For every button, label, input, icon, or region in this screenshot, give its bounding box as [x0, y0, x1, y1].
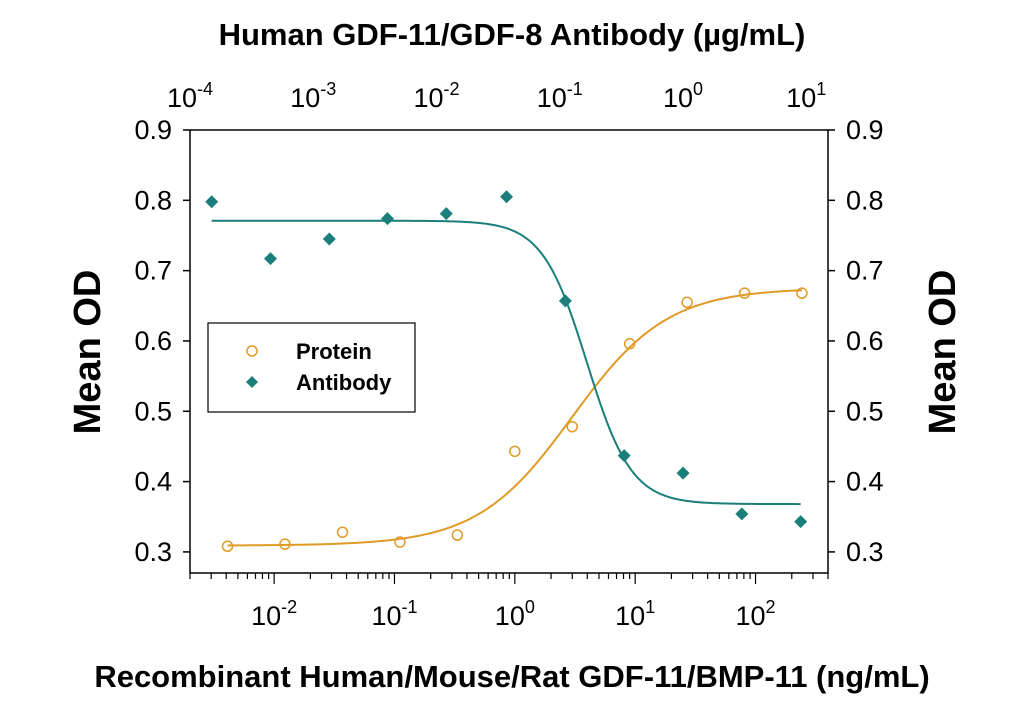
x-tick-base: 10	[251, 601, 281, 631]
protein-point	[681, 296, 693, 309]
y-axis-label-left: Mean OD	[67, 270, 109, 435]
x-tick-label: 10-2	[251, 597, 297, 631]
x-tick-base: 10	[615, 601, 645, 631]
y-tick-label-left: 0.9	[134, 115, 172, 145]
top-x-tick-exponent: 0	[693, 79, 703, 99]
y-tick-label-left: 0.4	[134, 467, 172, 497]
y-tick-label-right: 0.6	[846, 326, 884, 356]
antibody-point	[500, 190, 514, 204]
top-x-tick-label: 10-3	[290, 79, 336, 113]
legend-antibody-marker	[246, 376, 258, 388]
protein-point	[566, 420, 579, 433]
protein-point	[796, 287, 808, 299]
y-tick-label-right: 0.5	[846, 396, 884, 426]
protein-point	[738, 287, 751, 299]
x-axis-label: Recombinant Human/Mouse/Rat GDF-11/BMP-1…	[94, 659, 929, 694]
y-axis-label-right: Mean OD	[922, 270, 964, 435]
y-tick-label-left: 0.8	[134, 185, 172, 215]
protein-point	[221, 540, 234, 553]
fit-curve-0	[227, 289, 802, 547]
antibody-point	[735, 507, 749, 521]
antibody-point	[205, 195, 219, 209]
top-x-tick-exponent: -3	[320, 79, 336, 99]
antibody-point	[617, 449, 631, 463]
top-x-tick-base: 10	[290, 83, 320, 113]
y-tick-label-right: 0.9	[846, 115, 884, 145]
protein-point	[279, 538, 291, 550]
top-x-tick-base: 10	[786, 83, 816, 113]
protein-point	[394, 536, 406, 548]
y-tick-label-right: 0.3	[846, 537, 884, 567]
antibody-point	[439, 207, 453, 221]
y-tick-label-left: 0.3	[134, 537, 172, 567]
top-x-tick-base: 10	[413, 83, 443, 113]
plot-area	[189, 129, 829, 574]
x-tick-exponent: 1	[645, 597, 655, 617]
top-x-tick-base: 10	[663, 83, 693, 113]
top-x-tick-label: 10-4	[167, 79, 213, 113]
y-tick-label-left: 0.7	[134, 256, 172, 286]
x-tick-exponent: 2	[766, 597, 776, 617]
chart-title: Human GDF-11/GDF-8 Antibody (µg/mL)	[219, 17, 806, 52]
top-x-tick-label: 101	[786, 79, 826, 113]
top-x-tick-base: 10	[167, 83, 197, 113]
bottom-x-axis: 10-2 10-1 100 101 102	[189, 573, 829, 631]
top-x-axis: 10-4 10-3 10-2 10-1 100 101	[167, 79, 826, 113]
fit-curves	[211, 219, 802, 547]
antibody-point	[676, 466, 690, 480]
x-tick-label: 101	[615, 597, 655, 631]
y-axes: 0.3 0.3 0.4 0.4 0.5 0.5 0.6 0.6 0.7 0.7 0.8 0.8 0.9 0…	[134, 115, 883, 567]
protein-point	[336, 526, 349, 538]
top-x-tick-exponent: -2	[444, 79, 460, 99]
fit-curve-1	[211, 219, 801, 506]
top-x-tick-exponent: -4	[197, 79, 213, 99]
top-x-tick-label: 100	[663, 79, 703, 113]
x-tick-exponent: 0	[525, 597, 535, 617]
x-tick-base: 10	[371, 601, 401, 631]
x-tick-label: 100	[495, 597, 535, 631]
x-tick-base: 10	[736, 601, 766, 631]
data-markers	[205, 190, 808, 553]
y-tick-label-right: 0.7	[846, 256, 884, 286]
y-tick-label-left: 0.5	[134, 396, 172, 426]
y-tick-label-left: 0.6	[134, 326, 172, 356]
x-tick-base: 10	[495, 601, 525, 631]
legend-box	[207, 322, 416, 413]
top-x-tick-exponent: -1	[567, 79, 583, 99]
x-tick-label: 10-1	[371, 597, 417, 631]
antibody-point	[264, 252, 278, 266]
y-tick-label-right: 0.4	[846, 467, 884, 497]
antibody-point	[380, 212, 394, 226]
antibody-point	[558, 294, 572, 308]
protein-point	[623, 338, 636, 350]
x-tick-exponent: -2	[281, 597, 297, 617]
protein-point	[509, 445, 521, 458]
top-x-tick-exponent: 1	[816, 79, 826, 99]
top-x-tick-base: 10	[537, 83, 567, 113]
legend-protein-marker	[246, 345, 258, 357]
antibody-point	[794, 515, 808, 529]
protein-point	[451, 529, 464, 541]
legend-antibody-label: Antibody	[296, 370, 392, 395]
y-tick-label-right: 0.8	[846, 185, 884, 215]
top-x-tick-label: 10-1	[537, 79, 583, 113]
legend-protein-label: Protein	[296, 339, 372, 364]
x-tick-label: 102	[736, 597, 776, 631]
x-tick-exponent: -1	[401, 597, 417, 617]
antibody-point	[322, 232, 336, 246]
legend: Protein Antibody	[207, 322, 416, 413]
top-x-tick-label: 10-2	[413, 79, 459, 113]
